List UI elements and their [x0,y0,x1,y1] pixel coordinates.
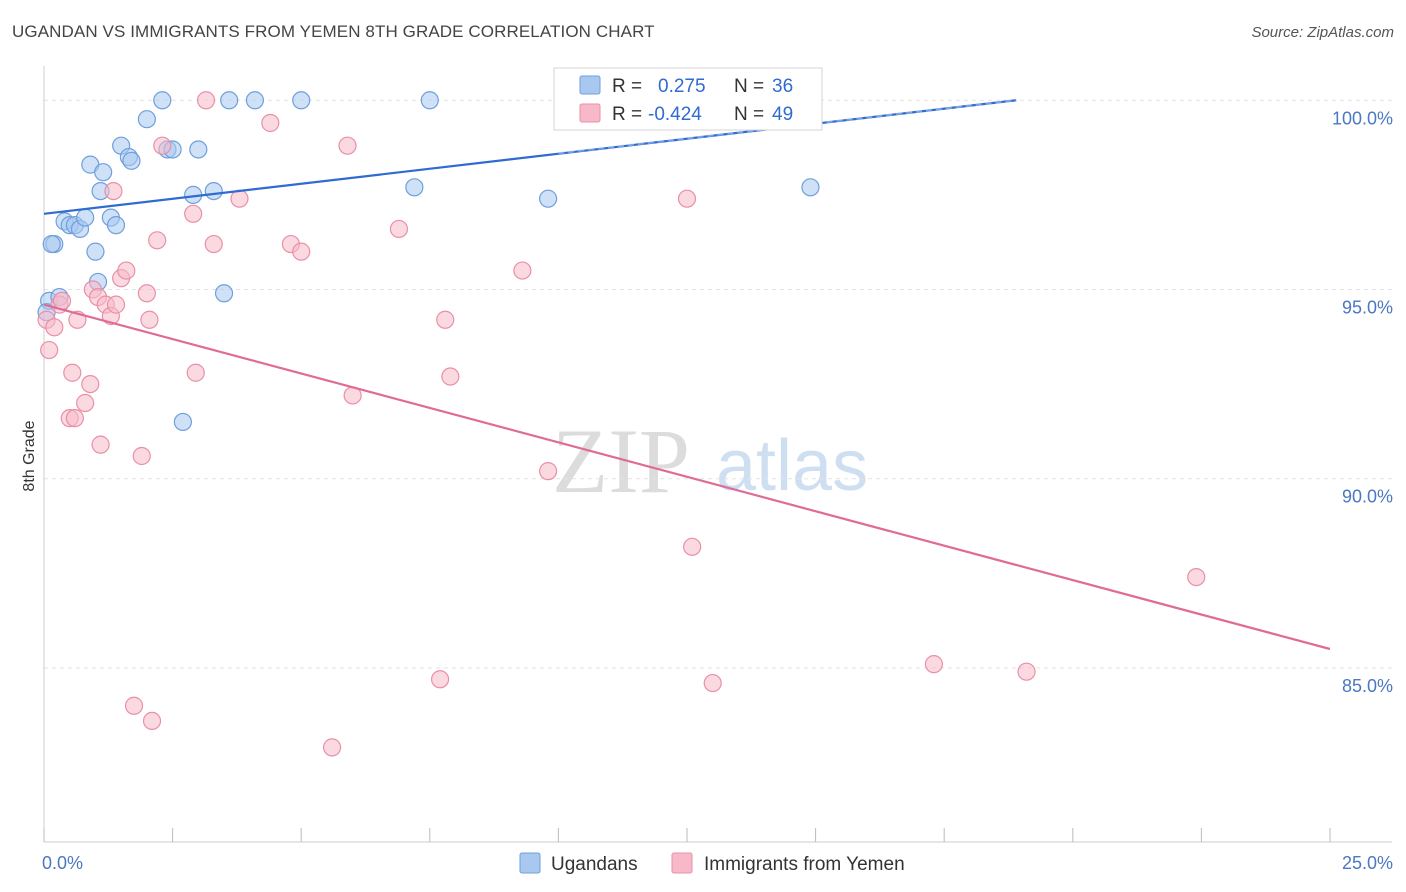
point-series1-48 [1017,662,1036,681]
legend-r-label-2: R = [612,104,642,125]
point-series1-38 [389,219,409,239]
point-series0-29 [292,91,311,110]
point-series1-20 [124,696,144,715]
point-series1-34 [292,242,311,261]
point-series1-32 [261,113,280,133]
watermark-zip: ZIP [552,410,690,512]
point-series1-13 [91,435,110,454]
point-series0-34 [42,234,61,254]
trend-line-series1 [43,303,1331,651]
legend-n-label-1: N = [734,76,764,97]
point-series0-25 [204,181,223,201]
x-tick-label-1: 25.0% [1342,853,1393,873]
point-series1-23 [140,310,159,329]
point-series0-33 [801,178,820,197]
point-series1-36 [338,136,357,155]
point-series0-7 [76,208,95,227]
point-series1-30 [204,234,223,254]
point-series1-41 [441,367,460,386]
bottom-legend-swatch-ugandans [519,852,541,874]
point-series0-9 [86,242,105,261]
point-series0-19 [153,91,172,110]
point-series1-1 [40,340,59,360]
point-series1-46 [703,673,722,693]
y-tick-label-3: 85.0% [1342,676,1393,696]
point-series1-17 [106,295,126,314]
point-series0-31 [420,91,439,110]
y-axis-title: 8th Grade [21,420,38,491]
point-series1-7 [65,409,84,428]
point-series1-10 [81,374,100,394]
point-series0-28 [245,91,265,110]
point-series1-29 [196,91,216,110]
trend-line-series0 [43,99,1017,215]
point-series1-9 [76,393,95,413]
point-series1-22 [137,284,156,303]
point-series0-30 [405,178,424,197]
point-series0-32 [539,189,558,208]
point-series0-17 [122,151,141,170]
data-points [37,91,1206,757]
legend-n-label-2: N = [734,104,764,125]
point-series1-49 [1187,567,1206,587]
point-series1-25 [148,231,167,250]
point-series0-18 [137,110,156,129]
point-series1-26 [153,136,172,155]
point-series1-40 [436,310,455,329]
point-series0-12 [94,163,113,182]
point-series1-24 [142,711,162,731]
point-series1-27 [184,204,203,223]
legend-r-value-2: -0.424 [648,104,702,125]
y-tick-label-2: 90.0% [1342,487,1393,507]
axes: 100.0% 95.0% 90.0% 85.0% 0.0% 25.0% [42,66,1393,873]
point-series1-43 [539,462,558,481]
point-series0-24 [189,140,208,159]
point-series0-27 [220,91,239,110]
point-series0-26 [214,284,234,303]
legend-swatch-yemen [579,103,601,123]
point-series1-44 [677,189,697,208]
series-legend: Ugandans Immigrants from Yemen [519,852,905,875]
point-series1-35 [322,738,342,757]
trend-lines [43,99,1331,651]
y-tick-label-0: 100.0% [1332,108,1393,128]
source-label: Source: ZipAtlas.com [1251,24,1394,41]
point-series1-42 [513,261,532,280]
point-series1-47 [924,655,944,674]
point-series1-45 [683,537,702,556]
legend-swatch-ugandans [579,75,601,95]
legend-n-value-1: 36 [772,76,793,97]
chart-title: UGANDAN VS IMMIGRANTS FROM YEMEN 8TH GRA… [12,22,655,41]
point-series1-16 [104,181,123,201]
bottom-legend-label-yemen: Immigrants from Yemen [704,854,905,875]
point-series1-19 [117,261,136,280]
point-series1-2 [45,318,64,337]
bottom-legend-swatch-yemen [671,852,693,874]
point-series0-22 [173,412,192,432]
y-tick-label-1: 95.0% [1342,297,1393,317]
legend-r-label-1: R = [612,76,642,97]
bottom-legend-label-ugandans: Ugandans [551,854,638,875]
legend-n-value-2: 49 [772,104,793,125]
point-series1-28 [186,363,205,382]
correlation-legend: R = 0.275 N = 36 R = -0.424 N = 49 [553,67,823,131]
point-series1-39 [430,670,450,689]
legend-r-value-1: 0.275 [658,76,706,97]
point-series1-6 [63,363,82,382]
watermark-atlas: atlas [716,426,868,506]
x-tick-label-0: 0.0% [42,853,83,873]
point-series0-14 [106,216,126,235]
point-series1-21 [132,446,151,466]
